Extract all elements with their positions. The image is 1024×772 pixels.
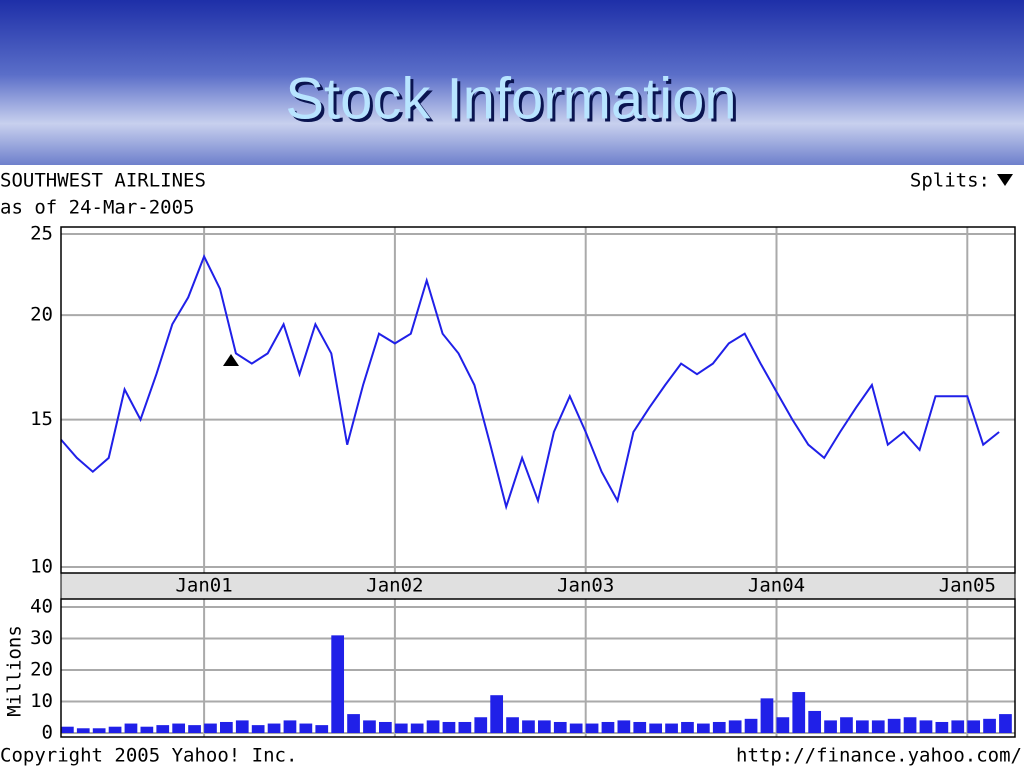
plot-area (61, 227, 1015, 573)
volume-bar (569, 723, 583, 733)
volume-bar (585, 723, 599, 733)
x-tick-label: Jan03 (557, 575, 614, 597)
volume-bar (871, 720, 885, 733)
volume-bar (458, 721, 472, 733)
splits-arrow[interactable] (997, 174, 1013, 186)
volume-bar (474, 717, 488, 733)
volume-bar (267, 723, 281, 733)
volume-bar (394, 723, 408, 733)
volume-bar (426, 720, 440, 733)
plot-frame (60, 226, 1016, 574)
volume-bar (490, 695, 504, 733)
volume-bar (315, 725, 329, 733)
as-of: as of 24-Mar-2005 (0, 197, 194, 219)
volume-bar (299, 723, 313, 733)
volume-bar (204, 723, 217, 733)
volume-bar (601, 721, 615, 733)
volume-bar (856, 720, 869, 733)
volume-bar (887, 718, 901, 733)
volume-bar (553, 721, 567, 733)
y-tick-label: 10 (30, 690, 53, 712)
y-tick-label: 30 (30, 627, 53, 649)
y-axis-label: Millions (4, 625, 26, 717)
y-tick-label: 20 (30, 659, 53, 681)
x-tick-label: Jan02 (366, 575, 423, 597)
volume-bar (410, 723, 424, 733)
copyright: Copyright 2005 Yahoo! Inc. (0, 745, 297, 767)
y-tick-label: 25 (30, 223, 53, 245)
volume-bar (156, 725, 170, 733)
volume-bar (681, 721, 694, 733)
volume-bar (824, 720, 837, 733)
volume-bar (649, 723, 663, 733)
volume-bar (983, 718, 996, 733)
volume-bar (697, 723, 710, 733)
volume-bar (108, 726, 122, 733)
volume-bar (967, 720, 981, 733)
y-tick-label: 20 (30, 304, 53, 326)
volume-bar (728, 720, 742, 733)
volume-bar (744, 718, 758, 733)
price-line (60, 254, 1000, 511)
header-band (0, 0, 1024, 165)
volume-bar (379, 721, 392, 733)
x-tick-label: Jan05 (939, 575, 996, 597)
volume-bar (61, 726, 74, 733)
volume-bar (140, 726, 154, 733)
y-tick-label: 40 (30, 596, 53, 618)
y-tick-label: 0 (42, 722, 53, 744)
volume-bar (188, 725, 201, 733)
volume-bar (538, 720, 551, 733)
volume-bar (665, 723, 678, 733)
volume-bar (331, 635, 345, 733)
url: http://finance.yahoo.com/ (736, 745, 1022, 767)
volume-bar (617, 720, 631, 733)
volume-bar (235, 720, 249, 733)
x-tick-label: Jan01 (175, 575, 232, 597)
volume-bar (251, 725, 265, 733)
volume-bar (347, 714, 360, 733)
splits[interactable]: Splits: (910, 170, 990, 192)
volume-bar (124, 723, 138, 733)
title-shadow: Stock Information (288, 69, 739, 134)
volume-bar (760, 698, 774, 733)
volume-bar (506, 717, 519, 733)
slide-title: Stock Information (285, 66, 736, 131)
volume-bar (522, 720, 535, 733)
volume-bar (172, 723, 186, 733)
volume-bar (220, 721, 233, 733)
plot-area (61, 599, 1015, 737)
y-tick-label: 15 (30, 408, 53, 430)
volume-bar (999, 714, 1012, 733)
volume-bar (712, 721, 726, 733)
volume-bar (363, 720, 376, 733)
volume-bar (633, 721, 647, 733)
volume-bar (283, 720, 297, 733)
plots: 10 15 20 25 Jan01 Jan02 Jan03 Jan04 Jan05 0 10 20 30… (4, 223, 1016, 744)
volume-bar (808, 710, 822, 733)
volume-bar (442, 721, 456, 733)
volume-bar (776, 717, 790, 733)
volume-bar (792, 692, 806, 733)
volume-bar (919, 720, 933, 733)
x-tick-label: Jan04 (748, 575, 805, 597)
volume-bar (903, 717, 917, 733)
volume-bar (935, 721, 949, 733)
volume-bar (951, 720, 965, 733)
volume-bar (92, 728, 106, 733)
volume-bar (840, 717, 853, 733)
plot-frame (60, 598, 1016, 738)
company: SOUTHWEST AIRLINES (0, 170, 206, 192)
split-marker (223, 354, 239, 366)
volume-bar (76, 728, 90, 733)
y-tick-label: 10 (30, 556, 53, 578)
